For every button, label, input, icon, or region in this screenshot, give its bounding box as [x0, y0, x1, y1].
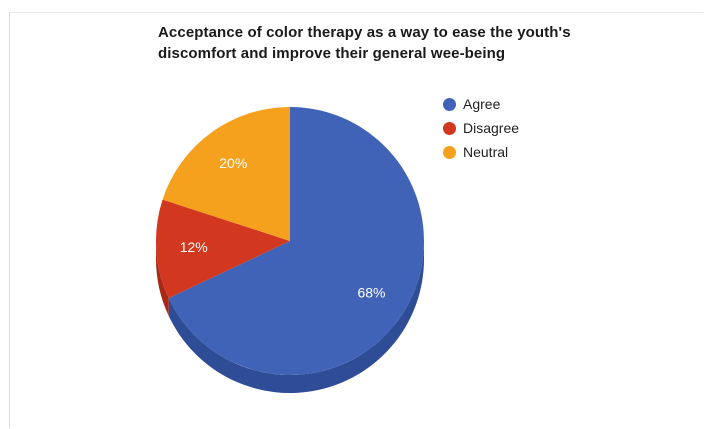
- pie-slice-agree: [168, 107, 424, 375]
- legend-label-agree: Agree: [463, 96, 501, 112]
- legend-item-disagree: Disagree: [443, 116, 519, 140]
- pie-slice-disagree: [156, 199, 290, 299]
- chart-legend: Agree Disagree Neutral: [443, 92, 519, 164]
- legend-item-neutral: Neutral: [443, 140, 519, 164]
- legend-label-disagree: Disagree: [463, 120, 520, 136]
- pie-label-disagree: 12%: [180, 239, 208, 255]
- chart-frame: [9, 12, 703, 428]
- pie-label-agree: 68%: [357, 285, 385, 301]
- legend-swatch-neutral: [443, 145, 456, 159]
- chart-title-line-1: Acceptance of color therapy as a way to …: [158, 24, 571, 41]
- pie-slice-neutral: [162, 107, 290, 241]
- legend-item-agree: Agree: [443, 92, 519, 116]
- chart-title: Acceptance of color therapy as a way to …: [158, 22, 628, 64]
- legend-label-neutral: Neutral: [463, 144, 509, 160]
- pie-label-neutral: 20%: [219, 155, 247, 171]
- legend-swatch-agree: [443, 97, 456, 111]
- pie-side-disagree: [156, 241, 169, 317]
- chart-title-line-2: discomfort and improve their general wee…: [158, 45, 506, 62]
- pie-side-walls: [156, 241, 424, 393]
- legend-swatch-disagree: [443, 121, 456, 135]
